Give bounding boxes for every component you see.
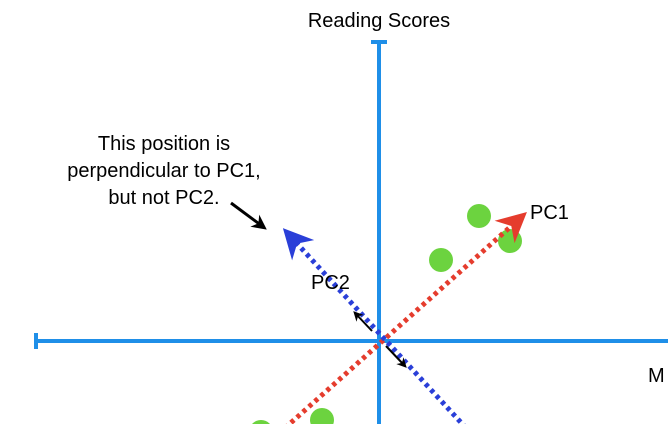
pc2-label: PC2 <box>311 272 350 294</box>
pc2-short-arrow-down <box>385 345 407 368</box>
annotation-line-2: perpendicular to PC1, <box>67 160 260 182</box>
annotation-line-3: but not PC2. <box>108 187 219 209</box>
pc2-short-arrow-up <box>353 311 373 332</box>
pc2-line <box>282 228 466 424</box>
data-point <box>429 248 453 272</box>
data-point <box>467 204 491 228</box>
data-point <box>252 420 270 424</box>
data-points <box>252 204 522 424</box>
pc1-label: PC1 <box>530 202 569 224</box>
x-axis-label: M <box>648 365 665 387</box>
y-axis-label: Reading Scores <box>308 10 450 32</box>
annotation-arrow <box>230 201 267 230</box>
axes <box>34 40 668 424</box>
pc1-line <box>285 212 527 424</box>
annotation-line-1: This position is <box>98 133 230 155</box>
annotation-text: This position is perpendicular to PC1, b… <box>67 133 260 209</box>
data-point <box>310 408 334 424</box>
